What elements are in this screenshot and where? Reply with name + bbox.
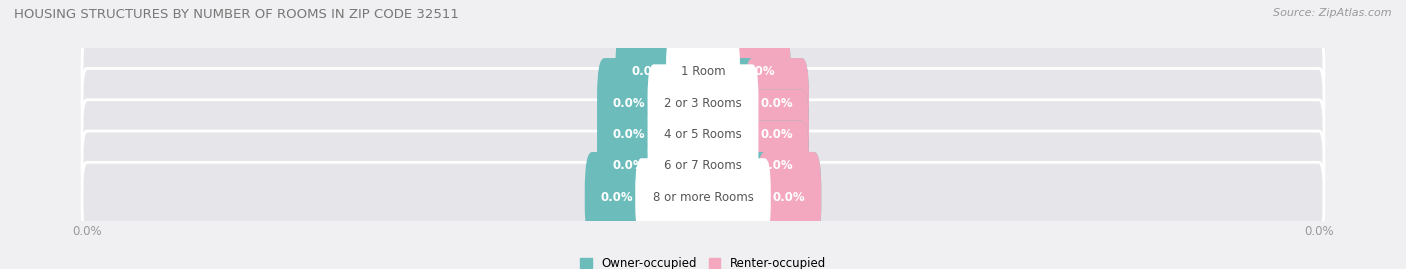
FancyBboxPatch shape	[82, 100, 1324, 169]
Text: 0.0%: 0.0%	[742, 65, 775, 78]
Text: 0.0%: 0.0%	[613, 159, 645, 172]
Text: 1 Room: 1 Room	[681, 65, 725, 78]
FancyBboxPatch shape	[598, 58, 808, 148]
FancyBboxPatch shape	[82, 68, 1324, 138]
FancyBboxPatch shape	[666, 33, 740, 111]
Text: 0.0%: 0.0%	[761, 128, 793, 141]
Text: 2 or 3 Rooms: 2 or 3 Rooms	[664, 97, 742, 110]
FancyBboxPatch shape	[82, 162, 1324, 232]
FancyBboxPatch shape	[598, 89, 808, 180]
Text: 0.0%: 0.0%	[761, 159, 793, 172]
Text: 0.0%: 0.0%	[761, 97, 793, 110]
Text: HOUSING STRUCTURES BY NUMBER OF ROOMS IN ZIP CODE 32511: HOUSING STRUCTURES BY NUMBER OF ROOMS IN…	[14, 8, 458, 21]
FancyBboxPatch shape	[745, 89, 808, 180]
Text: Source: ZipAtlas.com: Source: ZipAtlas.com	[1274, 8, 1392, 18]
Text: 8 or more Rooms: 8 or more Rooms	[652, 191, 754, 204]
FancyBboxPatch shape	[648, 127, 758, 205]
FancyBboxPatch shape	[82, 37, 1324, 107]
FancyBboxPatch shape	[616, 27, 790, 117]
FancyBboxPatch shape	[82, 131, 1324, 201]
Legend: Owner-occupied, Renter-occupied: Owner-occupied, Renter-occupied	[575, 253, 831, 269]
FancyBboxPatch shape	[648, 64, 758, 142]
Text: 6 or 7 Rooms: 6 or 7 Rooms	[664, 159, 742, 172]
Text: 0.0%: 0.0%	[613, 128, 645, 141]
Text: 4 or 5 Rooms: 4 or 5 Rooms	[664, 128, 742, 141]
FancyBboxPatch shape	[648, 95, 758, 174]
FancyBboxPatch shape	[636, 158, 770, 236]
FancyBboxPatch shape	[727, 27, 790, 117]
Text: 0.0%: 0.0%	[773, 191, 806, 204]
FancyBboxPatch shape	[745, 58, 808, 148]
FancyBboxPatch shape	[758, 152, 821, 242]
Text: 0.0%: 0.0%	[600, 191, 633, 204]
FancyBboxPatch shape	[745, 121, 808, 211]
Text: 0.0%: 0.0%	[631, 65, 664, 78]
Text: 0.0%: 0.0%	[613, 97, 645, 110]
FancyBboxPatch shape	[598, 121, 808, 211]
FancyBboxPatch shape	[585, 152, 821, 242]
